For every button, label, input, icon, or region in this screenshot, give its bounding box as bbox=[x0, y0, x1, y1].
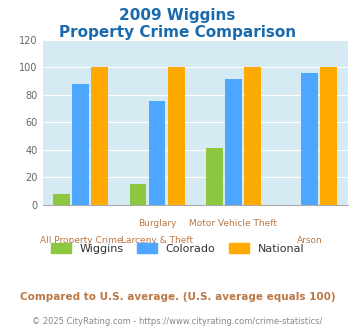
Text: © 2025 CityRating.com - https://www.cityrating.com/crime-statistics/: © 2025 CityRating.com - https://www.city… bbox=[32, 317, 323, 326]
Text: All Property Crime: All Property Crime bbox=[39, 236, 122, 245]
Text: Burglary: Burglary bbox=[138, 219, 176, 228]
Text: Motor Vehicle Theft: Motor Vehicle Theft bbox=[190, 219, 277, 228]
Bar bbox=[301, 73, 318, 205]
Bar bbox=[206, 148, 223, 205]
Text: Property Crime Comparison: Property Crime Comparison bbox=[59, 25, 296, 40]
Bar bbox=[149, 102, 165, 205]
Bar bbox=[225, 80, 242, 205]
Text: Compared to U.S. average. (U.S. average equals 100): Compared to U.S. average. (U.S. average … bbox=[20, 292, 335, 302]
Text: Arson: Arson bbox=[297, 236, 323, 245]
Bar bbox=[130, 184, 146, 205]
Bar bbox=[244, 67, 261, 205]
Legend: Wiggins, Colorado, National: Wiggins, Colorado, National bbox=[46, 239, 309, 258]
Text: Larceny & Theft: Larceny & Theft bbox=[121, 236, 193, 245]
Bar bbox=[72, 83, 89, 205]
Bar bbox=[53, 194, 70, 205]
Bar bbox=[168, 67, 185, 205]
Text: 2009 Wiggins: 2009 Wiggins bbox=[119, 8, 236, 23]
Bar bbox=[321, 67, 337, 205]
Bar bbox=[92, 67, 108, 205]
